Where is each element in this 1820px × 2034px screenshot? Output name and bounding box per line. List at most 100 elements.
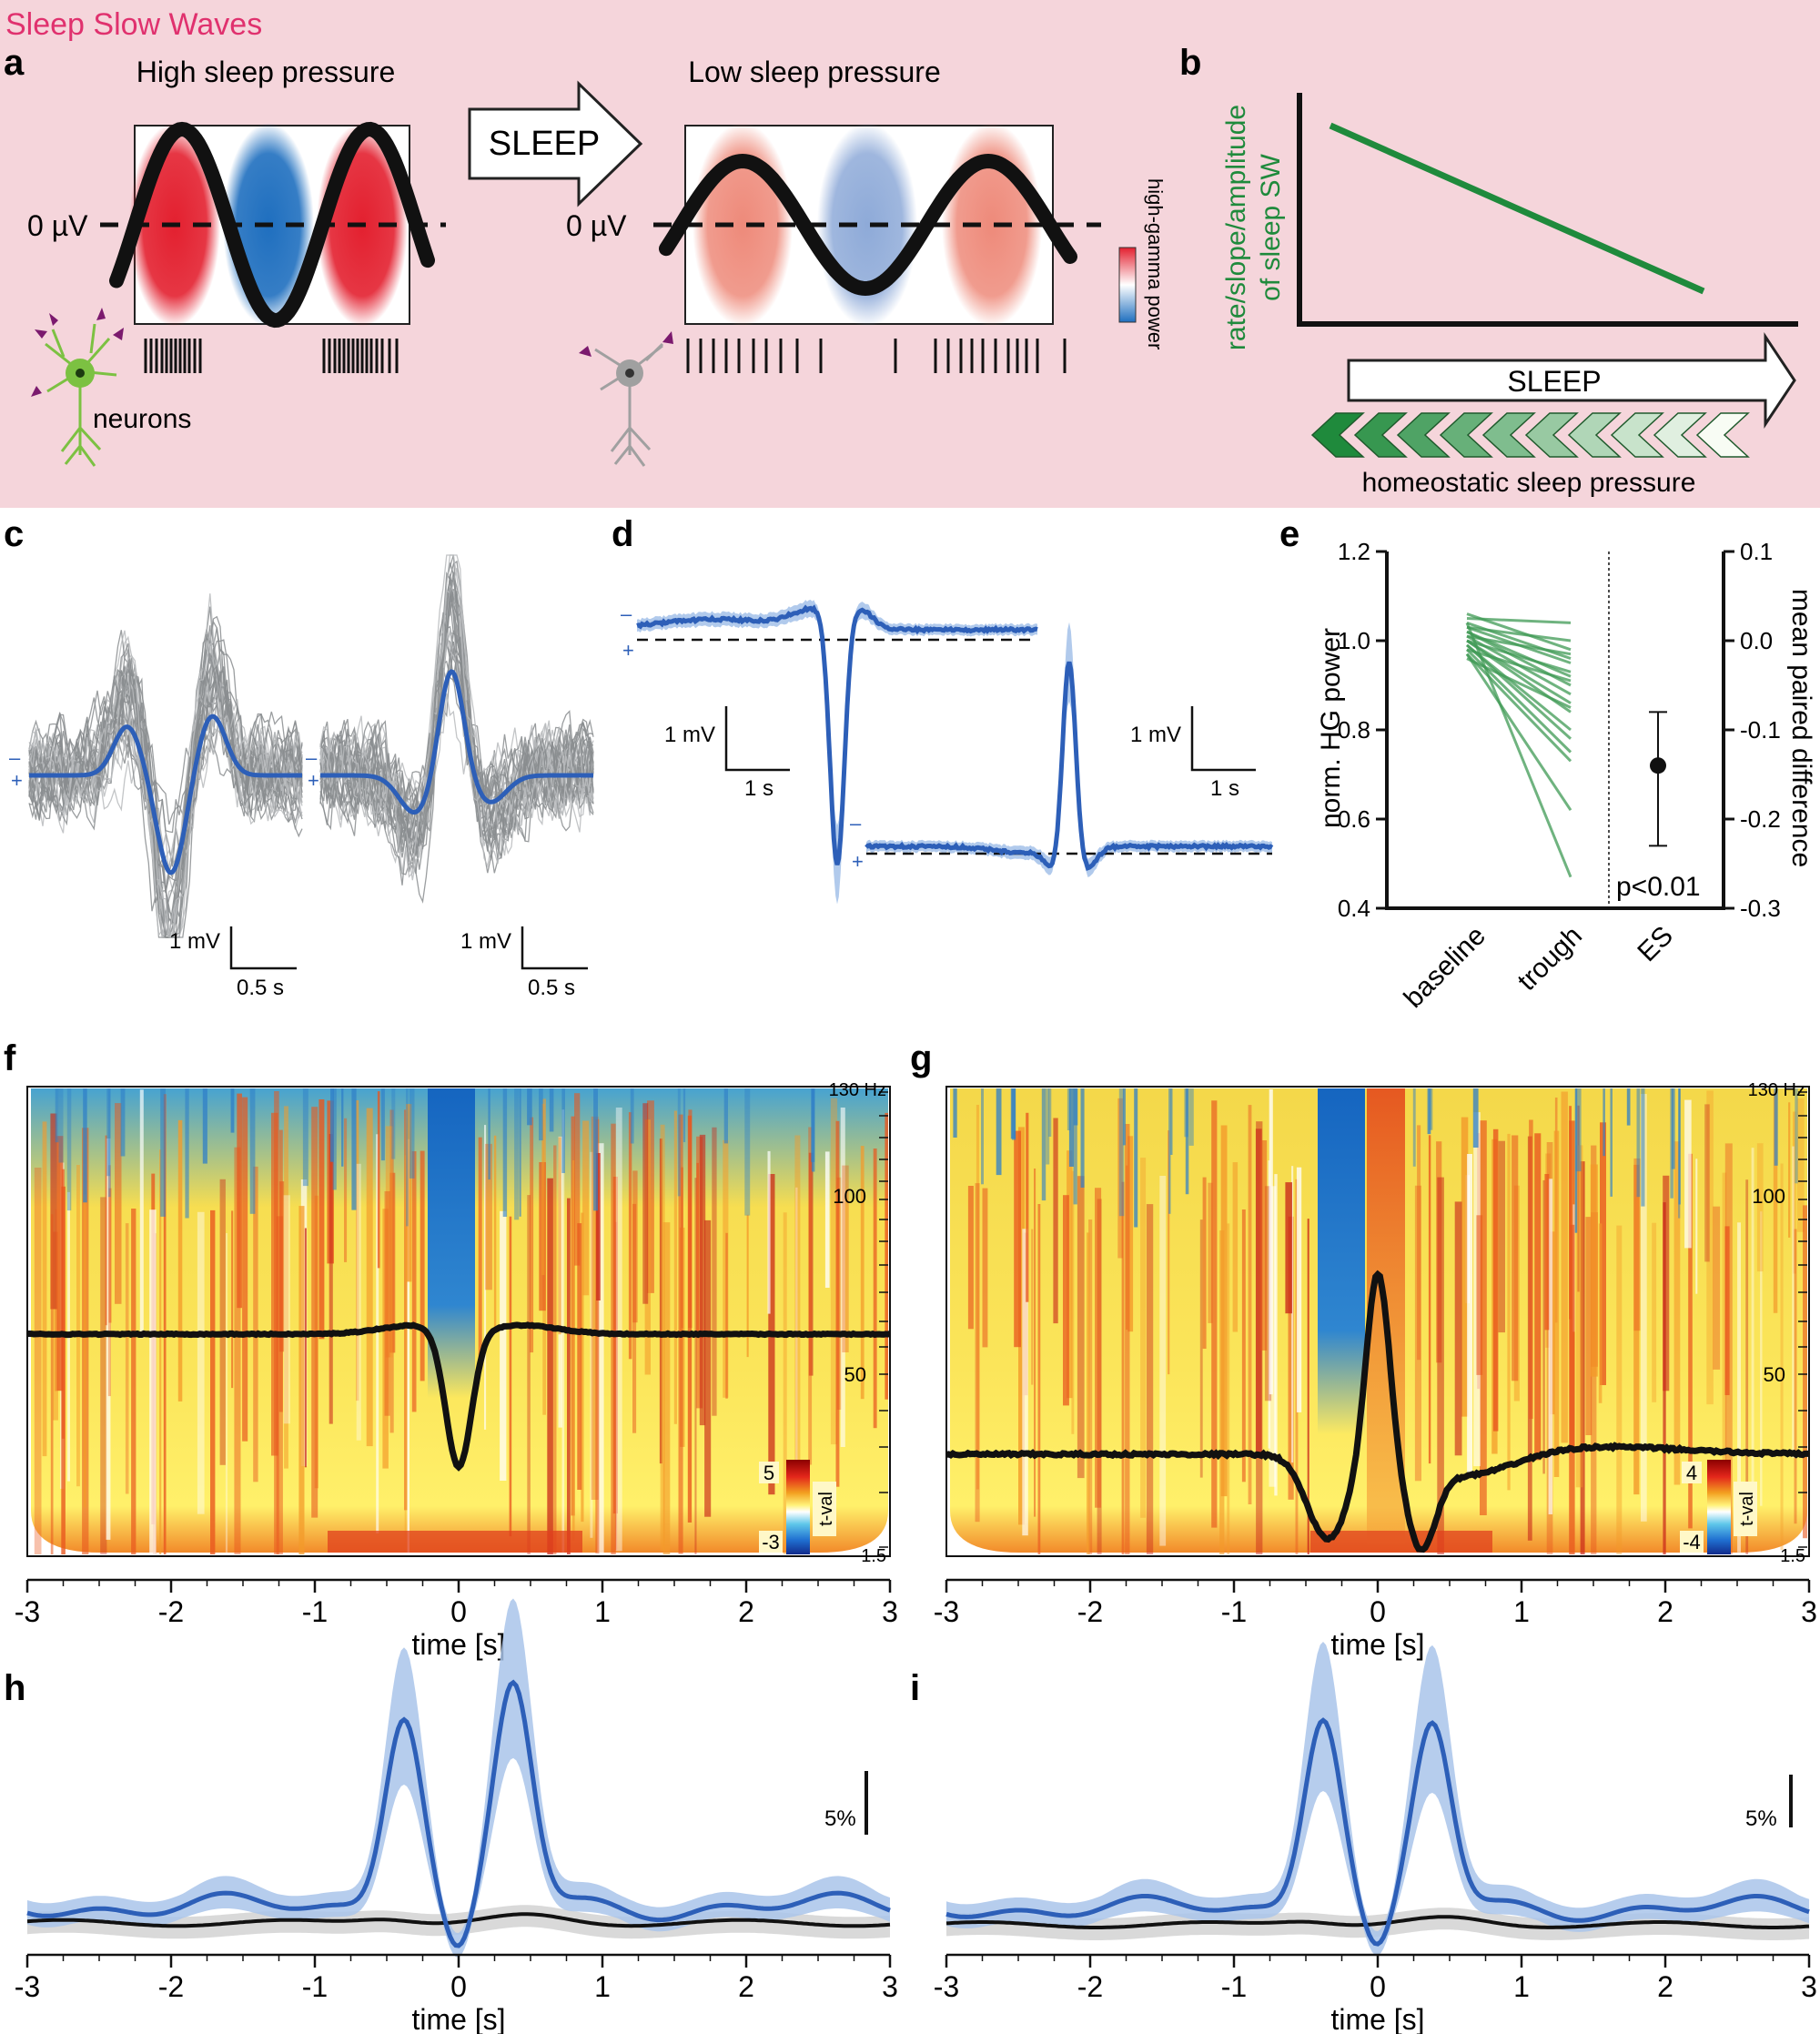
spectral-stripe [1600, 1122, 1606, 1385]
spectral-stripe [614, 1221, 618, 1551]
tick-label: -1 [1221, 1595, 1247, 1628]
spectral-stripe [302, 1088, 308, 1187]
spectral-stripe [1795, 1088, 1798, 1184]
polarity-minus: – [621, 602, 632, 625]
tick-label: 0 [450, 1595, 467, 1628]
panel-e-chart: 1.2 1.0 0.8 0.6 0.4 0.1 0.0 -0.1 -0.2 -0.3 norm.… [1316, 538, 1816, 1014]
banner-title: Sleep Slow Waves [5, 7, 262, 42]
time-axis-g: -3 -2 -1 0 1 2 3 time [s] [934, 1578, 1817, 1661]
panel-b-trend-line [1329, 122, 1705, 295]
spectral-stripe [1248, 1105, 1252, 1504]
spectral-stripe [1633, 1164, 1640, 1495]
spectral-stripe [1048, 1088, 1052, 1137]
freq-label-1-5: 1.5 [1780, 1546, 1805, 1566]
spectral-stripe [409, 1088, 415, 1179]
spectral-stripe [1633, 1158, 1641, 1331]
average-trace-peak-locked [864, 661, 1274, 872]
spectral-stripe [673, 1110, 677, 1424]
spectral-stripe [1255, 1128, 1262, 1456]
spectral-stripe [1756, 1143, 1764, 1272]
spectral-stripe [1168, 1088, 1171, 1214]
single-trial [319, 632, 594, 881]
spectral-stripe [885, 1112, 888, 1400]
scale-bar-x-label: 0.5 s [237, 976, 284, 1000]
spectral-stripe [478, 1137, 482, 1366]
scale-bar [521, 926, 588, 970]
spectral-stripe [1663, 1202, 1666, 1554]
spectral-stripe [330, 1088, 334, 1162]
spectral-stripe [376, 1134, 379, 1533]
spectral-stripe [1529, 1119, 1533, 1419]
spectral-stripe [230, 1088, 235, 1133]
spectral-stripe [1610, 1088, 1613, 1197]
spectral-stripe [1774, 1088, 1778, 1166]
scale-bar-y-label: 1 mV [1130, 723, 1181, 747]
spectral-stripe [1188, 1088, 1194, 1146]
spectral-stripe [1288, 1216, 1294, 1500]
spectral-stripe [66, 1088, 72, 1211]
spectral-stripe [1134, 1088, 1138, 1228]
spectral-stripe [366, 1108, 373, 1447]
spectral-stripe [1626, 1088, 1631, 1126]
single-trial [319, 653, 594, 854]
frequency-axis [1798, 1091, 1807, 1548]
high-gamma-colorbar: high-gamma power [1118, 178, 1167, 349]
pressure-chevron [1353, 412, 1408, 458]
single-trial [28, 667, 303, 834]
spectral-stripe [159, 1149, 162, 1554]
spectral-stripe [572, 1160, 575, 1541]
spectral-stripe [746, 1214, 749, 1358]
spectral-stripe [1550, 1231, 1555, 1415]
spectral-stripe [1670, 1088, 1673, 1199]
polarity-plus: + [852, 850, 864, 873]
freq-label-50: 50 [844, 1363, 866, 1386]
spectral-stripe [696, 1162, 699, 1336]
control-trace [26, 1912, 891, 1928]
tick-label: 0 [1370, 1595, 1386, 1628]
spectral-stripe [406, 1104, 412, 1282]
tick-label: -3 [15, 1595, 40, 1628]
spectral-stripe [1706, 1090, 1714, 1405]
spectral-stripe [55, 1088, 59, 1143]
spectral-stripe [725, 1232, 728, 1399]
spectral-stripe [177, 1119, 183, 1402]
spectral-stripe [1472, 1088, 1479, 1148]
spectral-stripe [860, 1146, 864, 1400]
spectral-stripe [1170, 1088, 1173, 1155]
spectral-stripe [1125, 1124, 1130, 1554]
spectral-stripe [1585, 1217, 1592, 1435]
spectral-stripe [1427, 1088, 1431, 1135]
spectral-stripe [1542, 1179, 1545, 1474]
spectral-stripe [1073, 1088, 1077, 1205]
average-trace-trough-locked [636, 604, 1038, 865]
spectral-stripe [1673, 1141, 1681, 1485]
cbar-max: 5 [763, 1462, 774, 1484]
spectral-stripe [139, 1089, 144, 1339]
suppression-column [1318, 1088, 1365, 1434]
spectral-stripe [628, 1112, 632, 1360]
low-pressure-illustration: 0 µV [566, 123, 1101, 373]
spectral-stripe [1269, 1089, 1273, 1395]
scale-bar-x-label: 1 s [1210, 776, 1239, 801]
pressure-chevron [1396, 412, 1451, 458]
spectral-stripes [34, 1088, 888, 1554]
tick-label: 3 [882, 1595, 898, 1628]
spectral-stripe [1227, 1223, 1230, 1554]
freq-label-50: 50 [1764, 1363, 1785, 1386]
spectral-stripe [298, 1206, 305, 1554]
spectral-stripe [1018, 1127, 1025, 1525]
spectral-stripe [1548, 1179, 1553, 1514]
spectral-stripe [1704, 1104, 1710, 1262]
spectral-stripe [210, 1209, 216, 1554]
spectral-stripe [553, 1145, 557, 1554]
spectral-stripe [1569, 1224, 1575, 1452]
spectral-stripe [411, 1151, 417, 1412]
spectral-stripe [380, 1088, 385, 1161]
spectral-stripe [808, 1127, 813, 1465]
spectral-stripe [1569, 1106, 1572, 1320]
spectral-stripe [561, 1109, 565, 1554]
spectral-stripe [1232, 1162, 1239, 1332]
spectral-stripe [1146, 1204, 1154, 1554]
tick-label: -2 [158, 1970, 184, 2003]
